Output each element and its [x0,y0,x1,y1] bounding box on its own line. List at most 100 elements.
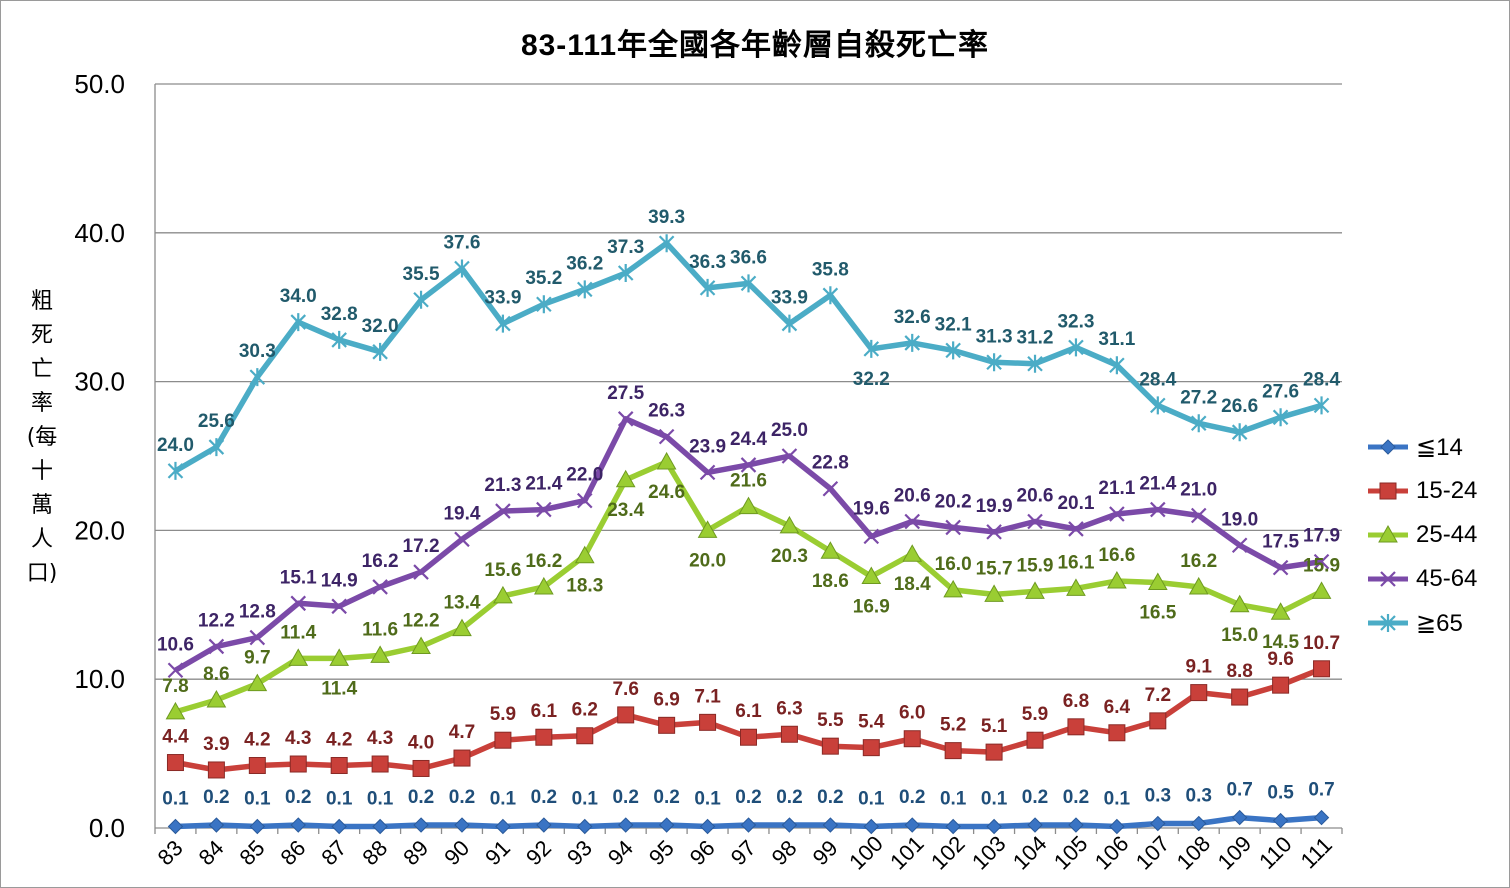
data-point [207,761,225,779]
data-point [413,564,429,580]
data-label: 36.6 [730,247,767,268]
data-label: 12.2 [403,610,440,631]
series-1 [166,660,1331,779]
data-label: 16.6 [1098,545,1135,566]
data-label: 13.4 [443,593,480,614]
data-label: 0.1 [326,789,353,810]
data-point [945,818,961,835]
data-point [454,259,470,278]
data-point [495,818,511,835]
legend-label: 25-44 [1416,521,1478,548]
x-tick-label: 107 [1131,831,1175,875]
x-tick-label: 106 [1090,831,1134,875]
y-tick-label: 40.0 [74,218,125,248]
data-label: 10.7 [1303,633,1340,654]
data-label: 8.8 [1226,661,1252,682]
data-point [1067,718,1085,736]
data-label: 16.9 [853,597,890,618]
data-label: 0.2 [899,787,925,808]
data-label: 34.0 [280,286,317,307]
data-point [331,598,347,615]
x-tick-label: 101 [885,831,929,875]
data-label: 0.7 [1226,780,1252,801]
data-point [699,464,716,481]
data-point [576,727,594,745]
data-label: 32.3 [1057,311,1094,332]
data-label: 20.1 [1057,493,1094,514]
legend-marker [1380,571,1396,587]
data-point [861,566,882,585]
data-point [1188,576,1209,595]
data-point [615,469,636,488]
data-label: 26.6 [1221,396,1258,417]
data-label: 6.2 [572,700,598,721]
data-point [945,341,961,360]
data-label: 0.1 [162,789,189,810]
data-label: 28.4 [1139,369,1176,390]
data-label: 3.9 [203,734,229,755]
data-label: 5.1 [981,716,1008,737]
data-label: 0.5 [1267,783,1294,804]
data-point [781,448,798,464]
data-point [1068,338,1084,357]
data-point [1066,578,1086,596]
data-point [1068,817,1084,833]
data-point [452,618,472,637]
data-label: 19.0 [1221,509,1258,530]
data-label: 19.9 [976,496,1013,517]
data-label: 17.5 [1262,532,1299,553]
data-label: 0.1 [981,789,1008,810]
data-label: 11.4 [280,622,316,643]
data-label: 23.4 [607,500,644,521]
data-point [617,817,634,833]
x-tick-label: 90 [439,835,474,870]
data-point [413,817,429,833]
data-label: 22.0 [566,465,603,486]
data-label: 36.3 [689,252,726,273]
data-label: 32.6 [894,307,931,328]
data-label: 32.0 [362,316,399,337]
data-label: 5.4 [858,712,885,733]
data-point [1313,809,1330,826]
data-point [1190,414,1207,433]
data-point [1027,354,1043,373]
data-point [986,524,1002,540]
data-point [822,817,839,833]
data-label: 0.2 [285,787,311,808]
data-point [863,818,880,835]
data-label: 25.0 [771,420,808,441]
series-2 [165,451,1332,720]
data-label: 4.3 [285,728,311,749]
data-label: 21.6 [730,471,767,492]
data-label: 0.1 [940,789,967,810]
data-point [166,754,184,772]
data-point [331,330,347,349]
data-label: 31.3 [976,326,1013,347]
data-label: 15.9 [1303,555,1340,576]
data-point [1272,812,1289,829]
x-tick-label: 97 [726,835,761,870]
data-label: 15.9 [1017,555,1054,576]
data-label: 33.9 [484,288,521,309]
data-point [1150,501,1166,518]
data-label: 9.1 [1186,657,1213,678]
data-label: 0.2 [1022,787,1048,808]
data-label: 0.3 [1186,786,1212,807]
x-tick-label: 96 [685,835,720,870]
x-tick-label: 85 [235,835,270,870]
data-point [290,817,306,833]
data-label: 16.2 [525,551,562,572]
data-point [453,749,471,767]
data-label: 0.2 [1063,787,1089,808]
data-label: 8.6 [203,664,229,685]
x-tick-label: 102 [926,831,970,875]
data-label: 0.2 [203,787,229,808]
data-label: 31.2 [1017,328,1054,349]
data-point [536,817,552,833]
data-label: 16.2 [1180,551,1217,572]
data-point [699,818,716,835]
y-tick-label: 20.0 [74,515,125,545]
data-label: 18.6 [812,571,849,592]
x-tick-label: 84 [194,835,229,870]
data-point [331,818,347,835]
